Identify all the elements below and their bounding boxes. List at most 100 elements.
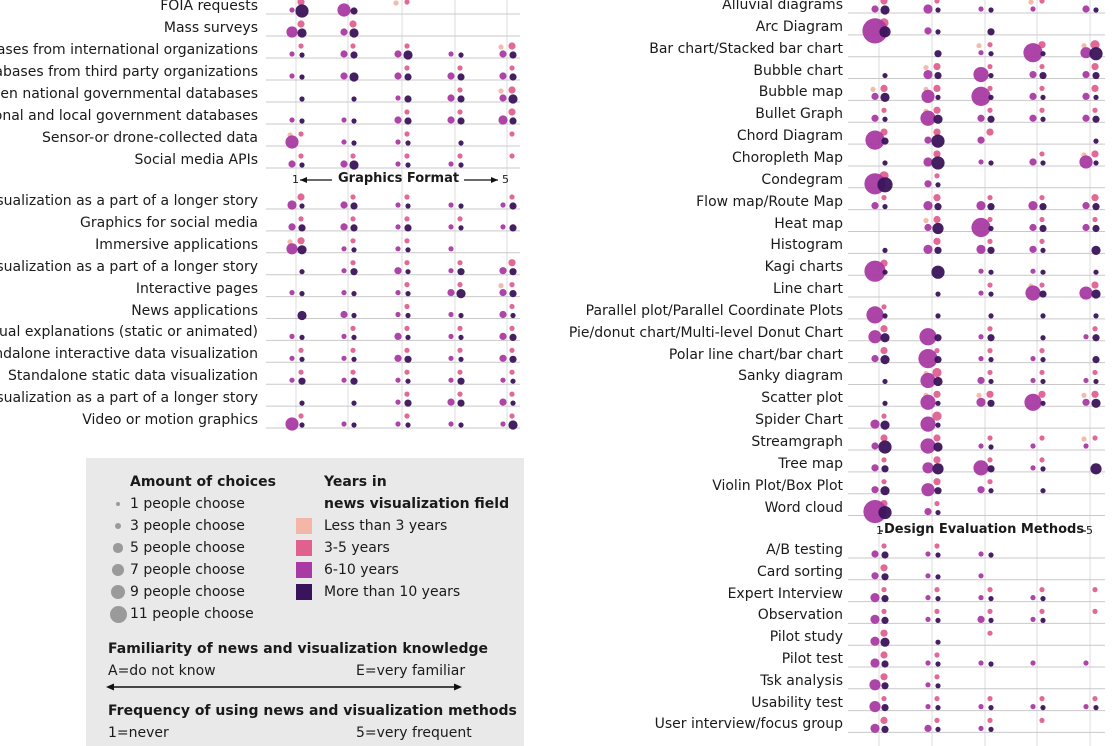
bubble-point bbox=[395, 246, 401, 252]
bubble-point bbox=[395, 399, 401, 405]
bubble-point bbox=[509, 268, 517, 276]
bubble-point bbox=[1039, 369, 1045, 376]
bubble-point bbox=[871, 550, 879, 558]
bubble-point bbox=[457, 117, 465, 125]
bubble-point bbox=[351, 334, 357, 340]
bubble-point bbox=[1030, 704, 1036, 710]
bubble-point bbox=[457, 153, 463, 159]
row-label: Word cloud bbox=[764, 499, 843, 516]
row-label: News applications bbox=[131, 302, 258, 319]
bubble-point bbox=[977, 486, 985, 494]
bubble-point bbox=[404, 355, 412, 363]
bubble-point bbox=[933, 84, 941, 92]
bubble-point bbox=[500, 377, 506, 383]
bubble-point bbox=[404, 0, 410, 5]
bubble-point bbox=[509, 333, 517, 341]
bubble-point bbox=[987, 479, 993, 485]
graphics-axis-arrow-left bbox=[300, 177, 307, 183]
bubble-point bbox=[1040, 357, 1046, 363]
bubble-point bbox=[500, 224, 506, 230]
bubble-point bbox=[880, 651, 888, 659]
bubble-point bbox=[1093, 7, 1099, 13]
bubble-point bbox=[925, 682, 931, 688]
bubble-point bbox=[977, 376, 985, 385]
bubble-point bbox=[509, 282, 515, 288]
bubble-point bbox=[877, 177, 893, 193]
bubble-point bbox=[498, 88, 504, 94]
bubble-point bbox=[341, 355, 347, 361]
bubble-point bbox=[1040, 705, 1046, 711]
bubble-point bbox=[987, 399, 995, 407]
bubble-point bbox=[978, 268, 984, 274]
bubble-point bbox=[448, 333, 454, 339]
bubble-point bbox=[340, 201, 348, 209]
bubble-point bbox=[881, 573, 889, 581]
bubble-point bbox=[405, 162, 411, 168]
bubble-point bbox=[924, 507, 932, 516]
bubble-point bbox=[932, 367, 942, 378]
bubble-point bbox=[395, 421, 401, 427]
bubble-point bbox=[987, 195, 993, 201]
bubble-point bbox=[298, 377, 306, 385]
bubble-point bbox=[395, 139, 401, 145]
bubble-point bbox=[987, 203, 995, 211]
bubble-point bbox=[299, 269, 305, 275]
row-label: Sanky diagram bbox=[738, 368, 843, 385]
bubble-point bbox=[1093, 269, 1099, 275]
bubble-point bbox=[298, 224, 306, 232]
row-label: Pilot study bbox=[769, 629, 843, 646]
bubble-point bbox=[299, 52, 305, 58]
bubble-point bbox=[341, 377, 347, 383]
bubble-point bbox=[920, 416, 936, 432]
bubble-point bbox=[404, 369, 410, 375]
row-label: Databases from third party organizations bbox=[0, 64, 258, 80]
bubble-point bbox=[1082, 5, 1090, 13]
row-label: Visualization as a part of a longer stor… bbox=[0, 193, 258, 209]
bubble-point bbox=[987, 107, 993, 113]
bubble-point bbox=[882, 204, 888, 210]
bubble-point bbox=[987, 216, 993, 223]
bubble-point bbox=[933, 150, 941, 158]
bubble-point bbox=[935, 509, 941, 516]
bubble-point bbox=[405, 334, 411, 340]
bubble-point bbox=[299, 203, 305, 209]
bubble-point bbox=[404, 347, 410, 353]
bubble-point bbox=[935, 683, 941, 689]
bubble-point bbox=[456, 289, 466, 299]
bubble-point bbox=[935, 313, 941, 319]
bubble-point bbox=[350, 377, 358, 385]
bubble-point bbox=[286, 243, 298, 255]
bubble-point bbox=[923, 64, 929, 71]
bubble-point bbox=[498, 115, 508, 125]
bubble-point bbox=[297, 20, 305, 28]
bubble-point bbox=[457, 325, 463, 331]
bubble-point bbox=[880, 92, 890, 102]
bubble-point bbox=[935, 705, 941, 711]
bubble-point bbox=[987, 587, 993, 593]
row-label: Flow map/Route Map bbox=[696, 193, 843, 210]
bubble-point bbox=[870, 86, 876, 92]
row-label: Card sorting bbox=[757, 563, 843, 580]
bubble-point bbox=[987, 435, 993, 441]
bubble-point bbox=[987, 696, 993, 702]
row-label: A/B testing bbox=[766, 542, 843, 558]
row-label: Social media APIs bbox=[134, 152, 258, 168]
bubble-point bbox=[986, 128, 994, 136]
row-label: Chord Diagram bbox=[736, 128, 843, 145]
bubble-point bbox=[987, 28, 995, 36]
bubble-point bbox=[395, 311, 401, 318]
bubble-point bbox=[404, 413, 410, 419]
familiarity-left-label: A=do not know bbox=[108, 663, 216, 679]
row-label: Bar chart/Stacked bar chart bbox=[649, 40, 843, 57]
bubble-point bbox=[351, 96, 357, 102]
bubble-point bbox=[1091, 390, 1099, 398]
bubble-point bbox=[1039, 63, 1045, 70]
bubble-point bbox=[500, 202, 506, 208]
bubble-point bbox=[988, 705, 994, 711]
bubble-point bbox=[1039, 282, 1045, 288]
bubble-point bbox=[881, 413, 887, 419]
bubble-point bbox=[1083, 377, 1089, 384]
bubble-point bbox=[880, 564, 888, 572]
bubble-point bbox=[457, 260, 463, 266]
bubble-point bbox=[1081, 43, 1087, 49]
